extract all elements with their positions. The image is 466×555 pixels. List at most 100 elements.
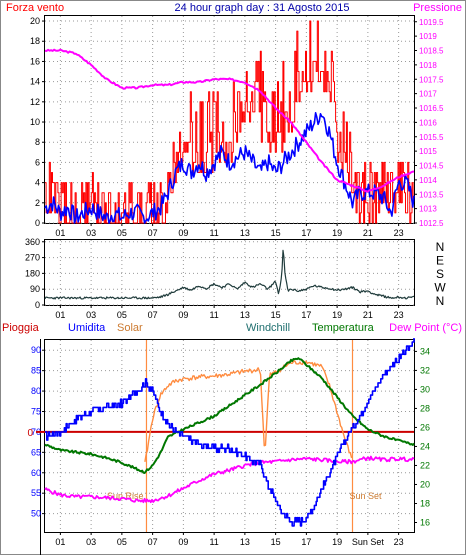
wind-y-tick-label: 8 (35, 137, 40, 147)
dewpoint-line (44, 455, 415, 504)
wind-speed-line (45, 20, 414, 224)
humidity-y-tick-label: 90 (31, 345, 41, 355)
wind-panel-right-label: Pressione (413, 2, 462, 14)
temperature-y-tick-label: 30 (420, 384, 430, 394)
wind-y-tick-label: 16 (30, 56, 40, 66)
wind-y-tick-label: 4 (35, 178, 40, 188)
temperature-y-tick-label: 28 (420, 403, 430, 413)
wind-direction-line (44, 249, 415, 300)
wind-x-tick-label: 17 (301, 228, 311, 238)
direction-x-tick-label: 23 (394, 310, 404, 320)
direction-y-tick-label: 180 (25, 268, 40, 278)
weather-x-tick-label: 07 (148, 537, 158, 547)
weather-panel-frame (44, 339, 415, 533)
humidity-y-tick-label: 70 (31, 427, 41, 437)
direction-y-tick-label: 0 (35, 300, 40, 310)
pressure-y-tick-label: 1017 (419, 90, 437, 99)
compass-label: N (436, 294, 445, 308)
weather-x-tick-label: 19 (332, 537, 342, 547)
direction-x-tick-label: 15 (271, 310, 281, 320)
humidity-y-tick-label: 65 (31, 447, 41, 457)
wind-y-tick-label: 2 (35, 198, 40, 208)
pressure-y-tick-label: 1018.5 (419, 47, 444, 56)
wind-x-tick-label: 09 (178, 228, 188, 238)
weather-x-tick-label: 03 (86, 537, 96, 547)
pressure-y-tick-label: 1014 (419, 176, 437, 185)
direction-y-tick-label: 270 (25, 253, 40, 263)
weather-x-tick-label: 13 (240, 537, 250, 547)
wind-y-tick-label: 12 (30, 97, 40, 107)
humidity-y-tick-label: 60 (31, 468, 41, 478)
pressure-y-tick-label: 1019.5 (419, 18, 444, 27)
wind-x-tick-label: 01 (55, 228, 65, 238)
wind-avg-line (44, 112, 415, 224)
weather-x-tick-label: 09 (178, 537, 188, 547)
label-windchill: Windchill (246, 322, 290, 334)
temperature-y-tick-label: 34 (420, 346, 430, 356)
pressure-y-tick-label: 1019 (419, 32, 437, 41)
label-dew-point: Dew Point (°C) (389, 322, 462, 334)
temperature-y-tick-label: 24 (420, 441, 430, 451)
direction-x-tick-label: 03 (86, 310, 96, 320)
direction-panel-frame (44, 239, 415, 306)
weather-x-tick-label: 01 (55, 537, 65, 547)
label-solar: Solar (117, 322, 143, 334)
weather-x-tick-label: Sun Set (352, 537, 385, 547)
humidity-y-tick-label: 75 (31, 406, 41, 416)
humidity-y-tick-label: 85 (31, 366, 41, 376)
weather-x-tick-label: 23 (394, 537, 404, 547)
direction-x-tick-label: 01 (55, 310, 65, 320)
rain-zero-label: 0 (27, 428, 33, 439)
sun-rise-label: Sun Rise (107, 491, 144, 501)
pressure-y-tick-label: 1016 (419, 118, 437, 127)
temperature-y-tick-label: 22 (420, 460, 430, 470)
sun-set-label: Sun Set (350, 491, 383, 501)
label-umidita: Umidita (68, 322, 106, 334)
chart-layer: 01 03 05 07 09 11 13 15 17 19 21 230246810121416182… (25, 16, 446, 547)
wind-panel-title: 24 hour graph day : 31 Agosto 2015 (175, 2, 350, 14)
wind-y-tick-label: 18 (30, 36, 40, 46)
compass-label: W (434, 281, 446, 295)
wind-panel-frame (44, 15, 415, 224)
direction-x-tick-label: 17 (301, 310, 311, 320)
direction-x-tick-label: 05 (117, 310, 127, 320)
label-pioggia: Pioggia (2, 322, 40, 334)
temperature-y-tick-label: 20 (420, 479, 430, 489)
humidity-y-tick-label: 55 (31, 488, 41, 498)
compass-label: N (436, 240, 445, 254)
wind-x-tick-label: 21 (363, 228, 373, 238)
compass-label: E (436, 254, 444, 268)
direction-x-tick-label: 07 (148, 310, 158, 320)
temperature-line (44, 357, 415, 474)
pressure-y-tick-label: 1018 (419, 61, 437, 70)
label-temperatura: Temperatura (312, 322, 375, 334)
pressure-y-tick-label: 1015 (419, 147, 437, 156)
wind-y-tick-label: 6 (35, 157, 40, 167)
wind-y-tick-label: 0 (35, 218, 40, 228)
direction-y-tick-label: 360 (25, 237, 40, 247)
wind-x-tick-label: 11 (209, 228, 218, 238)
wind-x-tick-label: 15 (271, 228, 281, 238)
temperature-y-tick-label: 32 (420, 365, 430, 375)
weather-x-tick-label: 17 (301, 537, 311, 547)
wind-y-tick-label: 10 (30, 117, 40, 127)
weather-x-tick-label: 15 (271, 537, 281, 547)
weather-x-tick-label: 11 (209, 537, 218, 547)
wind-x-tick-label: 05 (117, 228, 127, 238)
temperature-y-tick-label: 18 (420, 498, 430, 508)
wind-x-tick-label: 03 (86, 228, 96, 238)
wind-y-tick-label: 14 (30, 77, 40, 87)
wind-x-tick-label: 07 (148, 228, 158, 238)
pressure-y-tick-label: 1013 (419, 205, 437, 214)
wind-y-tick-label: 20 (30, 16, 40, 26)
temperature-y-tick-label: 26 (420, 422, 430, 432)
direction-y-tick-label: 90 (30, 284, 40, 294)
wind-panel-left-label: Forza vento (6, 2, 64, 14)
solar-line (144, 360, 353, 463)
pressure-line (44, 48, 415, 193)
compass-label: S (436, 267, 444, 281)
humidity-line (45, 338, 415, 527)
pressure-y-tick-label: 1016.5 (419, 104, 444, 113)
pressure-y-tick-label: 1014.5 (419, 162, 444, 171)
